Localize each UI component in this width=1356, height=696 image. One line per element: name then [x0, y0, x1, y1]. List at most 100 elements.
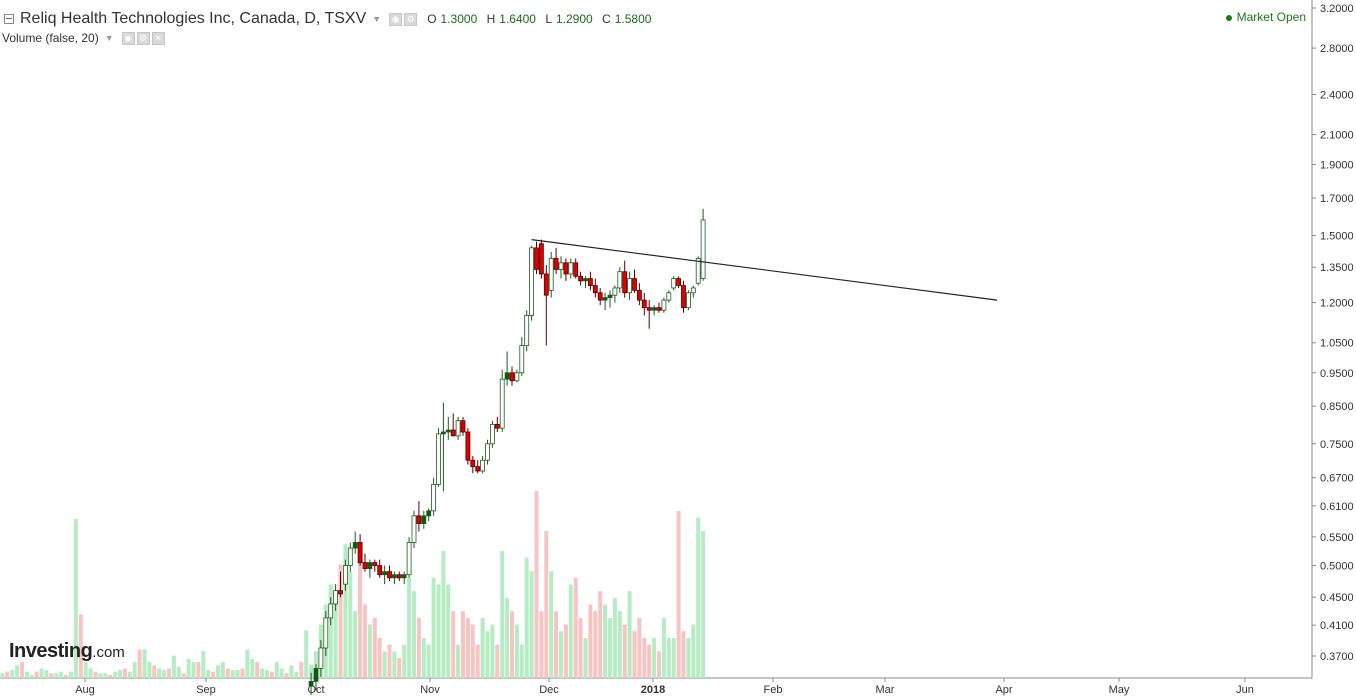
y-tick-label: 0.5000	[1320, 561, 1354, 573]
volume-bar	[294, 671, 299, 678]
volume-bar	[186, 658, 191, 678]
collapse-icon[interactable]	[4, 14, 14, 24]
volume-bar	[98, 673, 103, 678]
candle	[534, 247, 539, 270]
volume-bar	[436, 584, 441, 678]
candle	[347, 547, 353, 566]
candle	[656, 307, 662, 311]
candle	[558, 262, 564, 270]
volume-bar	[524, 557, 529, 678]
volume-bar	[416, 617, 421, 678]
candle	[382, 571, 388, 576]
candle	[646, 307, 652, 311]
chevron-down-icon[interactable]: ▼	[104, 33, 114, 43]
candle	[686, 292, 691, 309]
candle	[357, 542, 363, 563]
chevron-down-icon[interactable]: ▼	[372, 14, 382, 24]
y-tick-label: 3.2000	[1320, 3, 1354, 15]
candle	[641, 299, 647, 309]
x-tick-label: Nov	[420, 684, 440, 696]
volume-bar	[505, 597, 510, 678]
y-tick-label: 2.1000	[1320, 130, 1354, 142]
y-tick-label: 0.7500	[1320, 439, 1354, 451]
y-tick-label: 0.4100	[1320, 620, 1354, 632]
candle	[465, 431, 471, 461]
candle	[695, 258, 701, 284]
low-label: L	[545, 12, 552, 26]
volume-bar	[681, 631, 686, 678]
volume-bar	[691, 624, 696, 678]
y-tick-label: 2.4000	[1320, 89, 1354, 101]
volume-bar	[485, 631, 490, 678]
open-value: 1.3000	[440, 12, 478, 26]
volume-bar	[470, 624, 475, 678]
gear-icon[interactable]: ⚙	[404, 12, 418, 26]
y-tick-label: 1.2000	[1320, 298, 1354, 310]
y-tick-label: 0.3700	[1320, 651, 1354, 663]
volume-bar	[69, 671, 73, 678]
close-label: C	[602, 12, 611, 26]
volume-bar	[49, 673, 54, 678]
candle	[489, 423, 495, 445]
symbol-title[interactable]: Reliq Health Technologies Inc, Canada, D…	[20, 10, 367, 27]
close-icon[interactable]: ✕	[151, 31, 165, 45]
volume-bar	[39, 668, 44, 678]
volume-indicator-header: Volume (false, 20) ▼ ◉ ⚙ ✕	[0, 31, 167, 45]
volume-bar	[78, 614, 83, 678]
volume-bar	[348, 571, 353, 678]
volume-bar	[539, 611, 544, 678]
volume-bar	[622, 624, 627, 678]
candle	[539, 243, 544, 275]
y-tick-label: 1.7000	[1320, 193, 1354, 205]
candle	[445, 429, 451, 433]
volume-bar	[544, 531, 549, 678]
volume-bar	[608, 617, 612, 678]
candle	[352, 542, 358, 549]
volume-bar	[402, 644, 407, 678]
volume-bar	[304, 630, 309, 678]
volume-bar	[152, 665, 157, 678]
volume-bar	[387, 644, 392, 678]
y-tick-label: 0.6700	[1320, 473, 1354, 485]
volume-bar	[338, 564, 343, 678]
eye-icon[interactable]: ◉	[389, 12, 403, 26]
ohlc-readout: O 1.3000 H 1.6400 L 1.2900 C 1.5800	[427, 12, 657, 26]
volume-bar	[245, 649, 250, 678]
eye-icon[interactable]: ◉	[121, 31, 135, 45]
gear-icon[interactable]: ⚙	[136, 31, 150, 45]
volume-bar	[274, 662, 279, 678]
x-tick-label: Jun	[1236, 684, 1254, 696]
candle	[372, 562, 378, 566]
y-tick-label: 1.9000	[1320, 160, 1354, 172]
volume-indicator-label[interactable]: Volume (false, 20)	[2, 31, 99, 45]
volume-bar	[181, 673, 186, 678]
volume-bar	[211, 671, 216, 678]
x-tick-label: May	[1109, 684, 1130, 696]
volume-bar	[15, 665, 20, 678]
volume-bar	[519, 644, 524, 678]
volume-bar	[412, 591, 416, 678]
candle	[499, 378, 505, 429]
candle	[436, 433, 441, 485]
low-value: 1.2900	[556, 12, 593, 26]
volume-bar	[529, 571, 534, 678]
volume-bar	[363, 604, 367, 678]
candle	[617, 271, 623, 289]
volume-bar	[426, 644, 431, 678]
high-value: 1.6400	[499, 12, 536, 26]
candle	[509, 372, 515, 382]
volume-bar	[617, 611, 622, 678]
volume-bar	[157, 668, 162, 678]
volume-bar	[216, 665, 220, 678]
volume-bar	[162, 670, 167, 678]
candle	[583, 278, 588, 282]
volume-bar	[122, 668, 127, 678]
volume-bar	[534, 490, 539, 678]
volume-bar	[603, 604, 608, 678]
volume-bar	[220, 662, 225, 678]
candle	[426, 510, 432, 517]
candle	[602, 297, 608, 301]
candle	[480, 459, 486, 472]
volume-bar	[671, 637, 676, 678]
